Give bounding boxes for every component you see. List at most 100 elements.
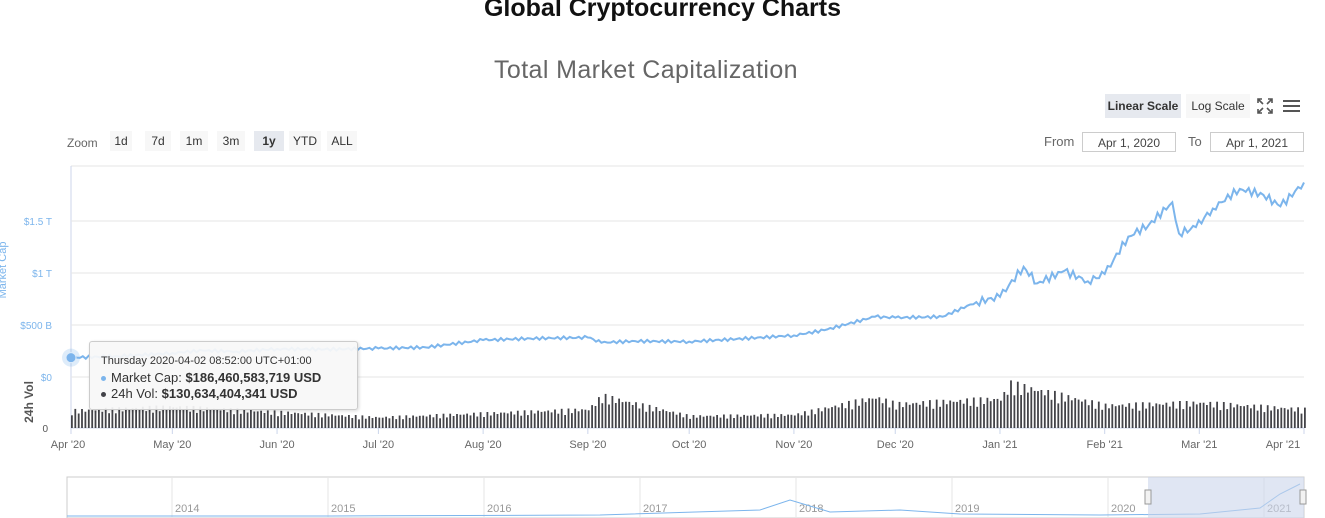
volume-bar — [912, 403, 914, 428]
navigator-frame — [66, 476, 1305, 518]
volume-bar — [672, 411, 675, 428]
tooltip-header: Thursday 2020-04-02 08:52:00 UTC+01:00 — [101, 355, 312, 367]
volume-bar — [381, 417, 384, 428]
volume-bar — [881, 403, 884, 428]
navigator-selection[interactable] — [1148, 477, 1304, 518]
volume-bar — [77, 413, 80, 428]
volume-bar — [979, 397, 982, 428]
tooltip-market-cap-row: Market Cap: $186,460,583,719 USD — [101, 370, 321, 385]
volume-bar — [1040, 390, 1043, 428]
volume-bar — [875, 398, 877, 428]
volume-bar — [104, 407, 107, 428]
volume-bar — [1283, 408, 1286, 428]
from-date-input[interactable]: Apr 1, 2020 — [1082, 132, 1176, 152]
volume-bar — [868, 398, 870, 428]
zoom-button-3m[interactable]: 3m — [217, 131, 245, 151]
volume-bar — [405, 415, 408, 428]
volume-bar — [591, 405, 593, 428]
to-date-input[interactable]: Apr 1, 2021 — [1210, 132, 1304, 152]
volume-bar — [648, 404, 651, 428]
volume-bar — [1125, 406, 1127, 428]
volume-bar — [918, 404, 921, 428]
zoom-button-1y[interactable]: 1y — [254, 131, 284, 151]
volume-bar — [915, 402, 918, 428]
volume-bar — [253, 411, 256, 428]
zoom-button-1m[interactable]: 1m — [180, 131, 208, 151]
volume-bar — [668, 412, 671, 428]
volume-bar — [851, 409, 854, 428]
volume-bar — [1212, 407, 1215, 428]
volume-bar — [929, 400, 931, 428]
zoom-button-7d[interactable]: 7d — [145, 131, 171, 151]
volume-bar — [756, 416, 759, 428]
volume-bar — [581, 409, 583, 428]
volume-bar — [662, 409, 664, 428]
volume-bar — [1006, 394, 1009, 428]
zoom-button-1d[interactable]: 1d — [110, 131, 132, 151]
volume-bar — [1141, 402, 1144, 428]
x-tick-label: Jun '20 — [259, 439, 294, 451]
volume-bar — [250, 410, 252, 428]
volume-bar — [1087, 405, 1090, 428]
volume-bar — [1155, 403, 1158, 428]
volume-bar — [986, 397, 989, 428]
volume-bar — [577, 411, 580, 428]
fullscreen-icon[interactable] — [1256, 97, 1274, 115]
volume-bar — [1070, 400, 1073, 428]
volume-bar — [1216, 401, 1218, 428]
hover-point-halo — [62, 348, 80, 367]
volume-bar — [1020, 395, 1022, 428]
volume-bar — [550, 412, 553, 428]
menu-icon[interactable] — [1283, 97, 1301, 115]
volume-bar — [1108, 408, 1110, 428]
volume-bar — [766, 413, 769, 428]
volume-bar — [415, 416, 418, 428]
volume-bar — [493, 412, 496, 428]
volume-bar — [212, 408, 215, 428]
volume-bar — [297, 413, 300, 428]
volume-bar — [520, 415, 523, 428]
volume-bar — [658, 411, 661, 428]
navigator-handle-right[interactable] — [1299, 489, 1307, 505]
volume-bar — [260, 410, 262, 428]
volume-bar — [135, 407, 137, 428]
volume-bar — [1016, 381, 1019, 428]
volume-bar — [101, 411, 104, 428]
volume-bar — [831, 407, 833, 428]
volume-bar — [675, 414, 678, 428]
zoom-button-ytd[interactable]: YTD — [289, 131, 321, 151]
volume-bar — [1256, 410, 1259, 428]
volume-bar — [530, 410, 533, 428]
linear-scale-button[interactable]: Linear Scale — [1105, 94, 1181, 118]
volume-bar — [368, 416, 371, 428]
volume-bar — [935, 399, 938, 428]
volume-bar — [118, 407, 121, 428]
volume-bar — [1138, 410, 1141, 428]
volume-bar — [1010, 380, 1012, 428]
volume-bar — [571, 413, 573, 428]
volume-bar — [891, 400, 894, 428]
volume-bar — [321, 417, 323, 428]
volume-bar — [1300, 413, 1303, 428]
volume-axis-title: 24h Vol — [22, 381, 36, 423]
volume-bar — [172, 407, 175, 428]
volume-bar — [496, 414, 499, 428]
volume-bar — [540, 411, 543, 428]
volume-bar — [189, 411, 191, 428]
volume-bar — [216, 408, 219, 428]
zoom-button-all[interactable]: ALL — [327, 131, 357, 151]
volume-bar — [331, 414, 333, 428]
volume-bar — [449, 413, 452, 428]
volume-bar — [760, 414, 762, 428]
volume-bar — [1304, 407, 1306, 428]
volume-bar — [635, 402, 637, 428]
volume-bar — [351, 418, 354, 428]
navigator-tick-label: 2018 — [799, 503, 823, 515]
log-scale-button[interactable]: Log Scale — [1186, 94, 1250, 118]
volume-bar — [807, 415, 810, 428]
volume-bar — [1182, 409, 1185, 428]
navigator-handle-left[interactable] — [1144, 489, 1152, 505]
volume-bar — [412, 415, 414, 428]
volume-bar — [388, 418, 391, 428]
